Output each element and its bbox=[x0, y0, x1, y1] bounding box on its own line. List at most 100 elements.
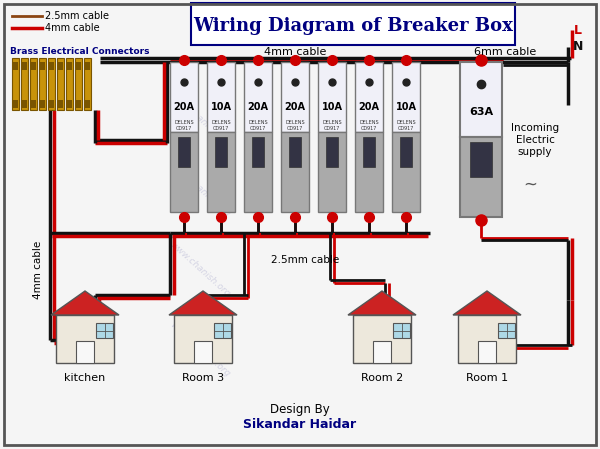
Bar bbox=[194, 341, 212, 363]
Bar bbox=[281, 62, 309, 132]
Bar bbox=[85, 100, 90, 108]
Text: kitchen: kitchen bbox=[64, 373, 106, 383]
Text: Room 3: Room 3 bbox=[182, 373, 224, 383]
Bar bbox=[48, 58, 55, 110]
Text: 63A: 63A bbox=[469, 107, 493, 117]
Bar bbox=[40, 100, 45, 108]
Bar bbox=[478, 341, 496, 363]
Text: 2.5mm cable: 2.5mm cable bbox=[45, 11, 109, 21]
Text: Sikandar Haidar: Sikandar Haidar bbox=[244, 418, 356, 431]
Bar bbox=[170, 62, 198, 132]
Bar bbox=[67, 100, 72, 108]
Bar bbox=[326, 137, 338, 167]
Bar bbox=[355, 132, 383, 212]
FancyBboxPatch shape bbox=[191, 3, 515, 45]
Bar bbox=[56, 315, 114, 363]
Text: www.chanish.org: www.chanish.org bbox=[168, 241, 232, 299]
Bar bbox=[76, 341, 94, 363]
Bar bbox=[76, 62, 81, 70]
Bar bbox=[39, 58, 46, 110]
Bar bbox=[318, 62, 346, 132]
Text: 10A: 10A bbox=[395, 102, 416, 112]
Bar bbox=[207, 62, 235, 132]
Text: DELENS
CD917: DELENS CD917 bbox=[359, 120, 379, 131]
Text: N: N bbox=[573, 40, 583, 53]
Text: 2.5mm cable: 2.5mm cable bbox=[271, 255, 339, 265]
Bar bbox=[355, 62, 383, 132]
Bar bbox=[58, 100, 63, 108]
Text: www.chanish.org: www.chanish.org bbox=[168, 91, 232, 149]
Bar bbox=[281, 132, 309, 212]
Bar bbox=[12, 58, 19, 110]
Bar bbox=[400, 137, 412, 167]
Text: 6mm cable: 6mm cable bbox=[474, 47, 536, 57]
Text: 20A: 20A bbox=[248, 102, 269, 112]
Text: ~: ~ bbox=[523, 176, 537, 194]
Bar bbox=[373, 341, 391, 363]
Bar bbox=[214, 323, 231, 338]
Bar bbox=[458, 315, 516, 363]
Bar bbox=[207, 132, 235, 212]
Bar bbox=[49, 62, 54, 70]
Bar bbox=[21, 58, 28, 110]
Bar bbox=[170, 132, 198, 212]
Text: 4mm cable: 4mm cable bbox=[45, 23, 100, 33]
Bar bbox=[13, 100, 18, 108]
Bar bbox=[353, 315, 411, 363]
Text: 4mm cable: 4mm cable bbox=[264, 47, 326, 57]
Bar bbox=[67, 62, 72, 70]
Bar bbox=[84, 58, 91, 110]
Bar bbox=[244, 62, 272, 132]
Text: 20A: 20A bbox=[284, 102, 305, 112]
Bar bbox=[66, 58, 73, 110]
Bar bbox=[460, 62, 502, 137]
Text: DELENS
CD917: DELENS CD917 bbox=[248, 120, 268, 131]
Text: Design By: Design By bbox=[270, 404, 330, 417]
Bar bbox=[174, 315, 232, 363]
Bar bbox=[22, 100, 27, 108]
Text: 10A: 10A bbox=[211, 102, 232, 112]
Bar bbox=[178, 137, 190, 167]
Bar bbox=[96, 323, 113, 338]
Bar bbox=[363, 137, 375, 167]
Text: DELENS
CD917: DELENS CD917 bbox=[174, 120, 194, 131]
Bar bbox=[31, 100, 36, 108]
Text: DELENS
CD917: DELENS CD917 bbox=[322, 120, 342, 131]
Polygon shape bbox=[348, 291, 416, 315]
Bar bbox=[252, 137, 264, 167]
Polygon shape bbox=[169, 291, 237, 315]
Bar bbox=[13, 62, 18, 70]
Bar bbox=[289, 137, 301, 167]
Bar bbox=[460, 137, 502, 217]
Polygon shape bbox=[453, 291, 521, 315]
Bar bbox=[40, 62, 45, 70]
Bar bbox=[75, 58, 82, 110]
Bar bbox=[31, 62, 36, 70]
Bar bbox=[244, 132, 272, 212]
Bar bbox=[393, 323, 410, 338]
Text: DELENS
CD917: DELENS CD917 bbox=[285, 120, 305, 131]
Bar bbox=[22, 62, 27, 70]
Text: L: L bbox=[574, 23, 582, 36]
Polygon shape bbox=[51, 291, 119, 315]
Text: 20A: 20A bbox=[359, 102, 380, 112]
Bar bbox=[85, 62, 90, 70]
Bar bbox=[49, 100, 54, 108]
Bar bbox=[392, 62, 420, 132]
Text: Room 1: Room 1 bbox=[466, 373, 508, 383]
Bar bbox=[498, 323, 515, 338]
Bar bbox=[318, 132, 346, 212]
Text: DELENS
CD917: DELENS CD917 bbox=[396, 120, 416, 131]
Bar bbox=[58, 62, 63, 70]
Bar bbox=[392, 132, 420, 212]
Text: www.chanish.org: www.chanish.org bbox=[168, 321, 232, 379]
Bar bbox=[470, 142, 492, 177]
Bar bbox=[57, 58, 64, 110]
Bar bbox=[76, 100, 81, 108]
Text: Brass Electrical Connectors: Brass Electrical Connectors bbox=[10, 48, 149, 57]
Text: DELENS
CD917: DELENS CD917 bbox=[211, 120, 231, 131]
Text: 10A: 10A bbox=[322, 102, 343, 112]
Text: Wiring Diagram of Breaker Box: Wiring Diagram of Breaker Box bbox=[193, 17, 513, 35]
Text: Room 2: Room 2 bbox=[361, 373, 403, 383]
Text: www.chanish.org: www.chanish.org bbox=[168, 161, 232, 219]
